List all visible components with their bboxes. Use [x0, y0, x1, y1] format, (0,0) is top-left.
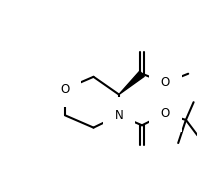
Text: O: O	[160, 77, 170, 90]
Polygon shape	[119, 71, 144, 95]
Text: O: O	[60, 83, 70, 96]
Text: N: N	[115, 109, 123, 122]
Text: O: O	[160, 107, 170, 120]
